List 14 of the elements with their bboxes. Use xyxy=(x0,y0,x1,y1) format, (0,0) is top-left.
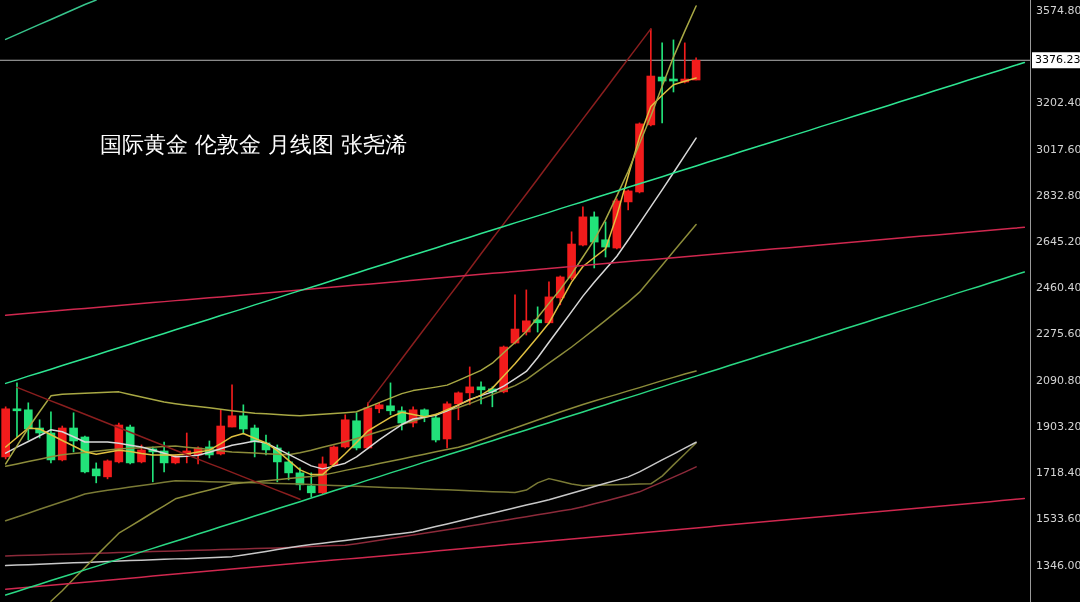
y-tick-label: 1903.20 xyxy=(1036,420,1080,434)
y-tick-label: 1346.00 xyxy=(1036,559,1080,573)
y-tick-label: 2645.20 xyxy=(1036,235,1080,249)
y-tick-label: 1718.40 xyxy=(1036,466,1080,480)
y-tick-label: 3202.40 xyxy=(1036,96,1080,110)
y-tick-label: 3017.60 xyxy=(1036,142,1080,156)
text: 国际黄金 伦敦金 月线图 张尧浠 xyxy=(99,132,407,157)
y-tick-label: 2090.80 xyxy=(1036,373,1080,387)
y-tick-label: 1533.60 xyxy=(1036,512,1080,526)
y-tick-label: 3574.80 xyxy=(1036,3,1080,17)
y-tick-label: 2460.40 xyxy=(1036,281,1080,295)
y-tick-label: 2275.60 xyxy=(1036,327,1080,341)
ref-line-label: 3376.23 xyxy=(1035,53,1080,67)
y-tick-label: 2832.80 xyxy=(1036,188,1080,202)
